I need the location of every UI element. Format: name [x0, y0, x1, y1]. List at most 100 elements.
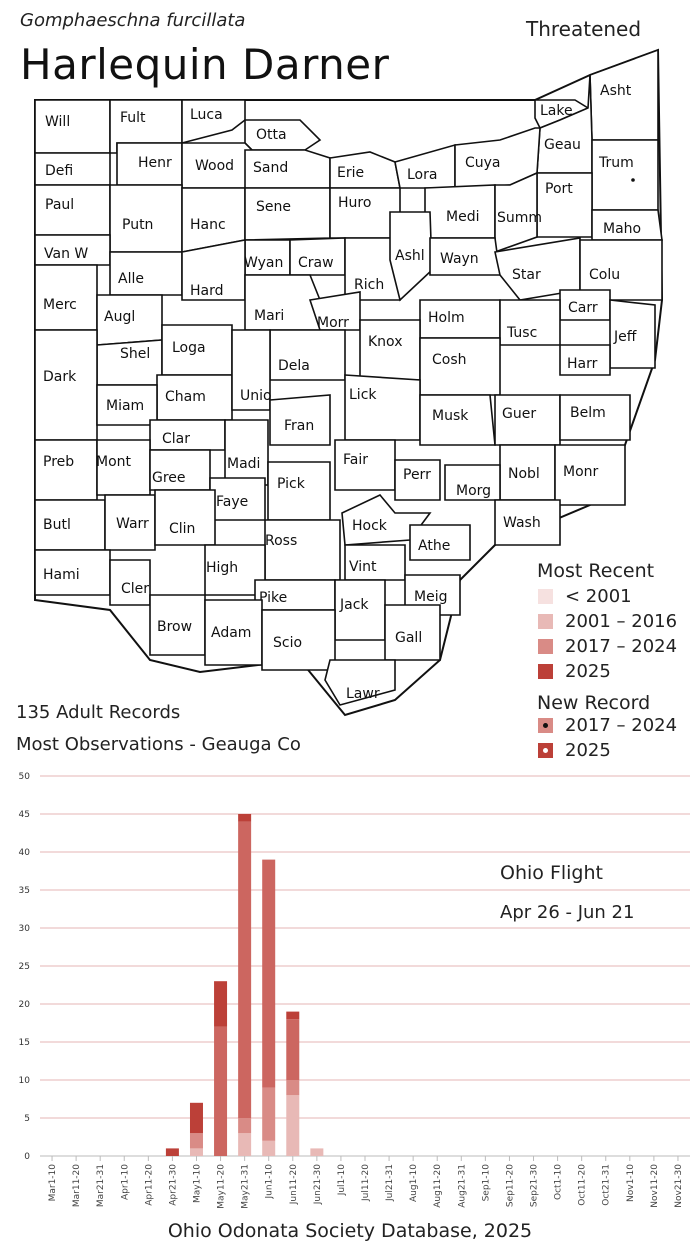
- legend-swatch: [538, 663, 553, 679]
- county-label: Asht: [600, 83, 632, 99]
- county-preb: Preb: [34, 439, 98, 501]
- county-star: Star: [494, 237, 581, 301]
- county-harr: Harr: [559, 344, 611, 376]
- county-guer: Guer: [494, 394, 561, 446]
- county-label: Will: [45, 114, 70, 130]
- county-label: Lawr: [346, 686, 380, 702]
- x-tick-label: Jun1-10: [265, 1164, 275, 1200]
- county-label: Butl: [43, 517, 71, 533]
- x-tick-label: Oct11-20: [578, 1164, 588, 1206]
- county-label: Miam: [106, 398, 144, 414]
- x-tick-label: May21-31: [241, 1164, 251, 1209]
- x-tick-label: Aug11-20: [433, 1164, 443, 1208]
- x-tick-label: Mar1-10: [48, 1164, 58, 1202]
- county-cham: Cham: [156, 374, 233, 421]
- legend-label: 2025: [565, 739, 611, 761]
- county-tusc: Tusc: [499, 299, 561, 346]
- county-label: Alle: [118, 271, 144, 287]
- county-label: Monr: [563, 464, 599, 480]
- county-label: Tusc: [506, 325, 537, 341]
- county-label: Ashl: [395, 248, 425, 264]
- bar-segment: [286, 1019, 300, 1080]
- county-wyan: Wyan: [244, 239, 291, 276]
- data-source-footer: Ohio Odonata Society Database, 2025: [167, 1220, 533, 1242]
- county-perr: Perr: [394, 459, 441, 501]
- legend-swatch: [538, 588, 553, 604]
- legend-swatch: [538, 638, 553, 654]
- new-record-dot: [543, 722, 548, 728]
- county-label: Paul: [45, 197, 74, 213]
- bar-segment: [262, 859, 276, 1088]
- county-brow: Brow: [149, 594, 206, 656]
- county-defi: Defi: [34, 152, 111, 186]
- county-wood: Wood: [181, 142, 253, 189]
- county-morg: Morg: [444, 464, 501, 501]
- county-label: Hanc: [190, 217, 226, 233]
- county-shape: [181, 99, 246, 145]
- legend-label: < 2001: [565, 585, 632, 607]
- county-vint: Vint: [344, 544, 406, 581]
- county-label: Geau: [544, 137, 581, 153]
- county-rich: Rich: [344, 237, 401, 301]
- county-label: Summ: [497, 210, 542, 226]
- most-observations-county: Most Observations - Geauga Co: [16, 734, 301, 755]
- county-jeff: Jeff: [609, 299, 656, 369]
- county-wayn: Wayn: [429, 237, 501, 276]
- county-henr: Henr: [116, 142, 183, 186]
- new-record-dot: [631, 178, 635, 182]
- county-label: Craw: [298, 255, 334, 271]
- county-label: Belm: [570, 405, 606, 421]
- county-label: Mari: [254, 308, 284, 324]
- county-label: Knox: [368, 334, 402, 350]
- county-morr: Morr: [308, 291, 361, 331]
- county-carr: Carr: [559, 289, 611, 321]
- county-cler: Cler: [109, 559, 151, 606]
- county-trum: Trum: [591, 139, 659, 211]
- county-luca: Luca: [181, 99, 246, 145]
- county-paul: Paul: [34, 184, 111, 236]
- county-pick: Pick: [267, 461, 331, 521]
- x-tick-label: Apr11-20: [144, 1164, 154, 1206]
- county-label: Faye: [216, 494, 248, 510]
- county-label: Cosh: [432, 352, 467, 368]
- x-tick-label: Mar11-20: [72, 1164, 82, 1207]
- county-label: Jack: [339, 597, 369, 613]
- county-lora: Lora: [394, 143, 456, 189]
- legend-item: 2001 – 2016: [538, 610, 677, 632]
- scientific-name: Gomphaeschna furcillata: [20, 10, 246, 31]
- bar-segment: [310, 1148, 324, 1156]
- county-port: Port: [536, 172, 593, 238]
- bar-segment: [238, 1118, 252, 1134]
- bar-segment: [189, 1148, 203, 1156]
- county-label: Brow: [157, 619, 192, 635]
- new-record-dot: [543, 747, 548, 753]
- county-shape: [494, 237, 581, 301]
- bar-segment: [262, 1140, 276, 1156]
- x-tick-label: Nov11-20: [650, 1164, 660, 1208]
- county-hanc: Hanc: [181, 187, 246, 253]
- county-clar: Clar: [149, 419, 226, 451]
- county-label: Hami: [43, 567, 80, 583]
- county-ashl: Ashl: [389, 211, 433, 302]
- x-tick-label: Aug1-10: [409, 1164, 419, 1202]
- county-shape: [389, 211, 433, 302]
- county-holm: Holm: [419, 299, 501, 339]
- legend-swatch: [538, 717, 553, 733]
- county-label: Adam: [211, 625, 251, 641]
- county-unio: Unio: [231, 329, 272, 411]
- y-tick-label: 5: [24, 1114, 30, 1124]
- county-label: Athe: [418, 538, 450, 554]
- county-van-w: Van W: [34, 234, 111, 266]
- bar-segment: [262, 1087, 276, 1141]
- county-adam: Adam: [204, 599, 263, 666]
- legend-label: 2001 – 2016: [565, 610, 678, 632]
- county-maho: Maho: [591, 209, 663, 241]
- county-asht: Asht: [589, 48, 659, 141]
- county-shape: [559, 394, 631, 441]
- county-label: Colu: [589, 267, 620, 283]
- county-label: Dela: [278, 358, 310, 374]
- y-tick-label: 25: [19, 962, 30, 972]
- x-tick-label: Sep11-20: [505, 1164, 515, 1207]
- county-label: Augl: [104, 309, 135, 325]
- county-augl: Augl: [96, 294, 163, 346]
